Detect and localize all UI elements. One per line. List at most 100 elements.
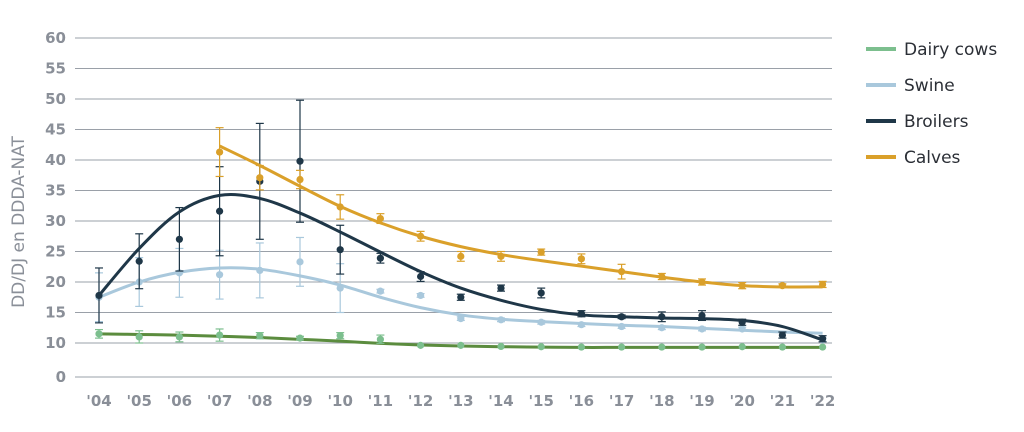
data-point (738, 343, 746, 351)
x-tick-label: '15 (528, 392, 553, 410)
x-tick-label: '13 (448, 392, 473, 410)
data-point (778, 343, 787, 351)
x-tick-label: '21 (770, 392, 795, 410)
data-point (778, 331, 787, 339)
y-tick-label: 40 (45, 151, 66, 169)
data-point (497, 342, 505, 350)
data-point (216, 148, 224, 156)
data-point (577, 343, 586, 351)
data-point (497, 316, 505, 324)
x-tick-label: '11 (368, 392, 393, 410)
x-tick-label: '14 (488, 392, 513, 410)
data-point (698, 325, 706, 333)
data-point (135, 333, 143, 341)
data-point (618, 268, 626, 276)
series (95, 99, 827, 351)
data-point (175, 235, 183, 243)
y-tick-label: 30 (45, 212, 66, 230)
data-point (698, 278, 706, 286)
data-point (296, 157, 304, 165)
data-point (698, 343, 706, 351)
data-point (497, 252, 505, 260)
legend: Dairy cows Swine Broilers Calves (866, 40, 997, 168)
y-tick-labels: 0 10 15 20 25 30 35 40 45 50 55 60 (45, 29, 66, 386)
data-point (336, 203, 344, 211)
data-point (457, 315, 465, 323)
data-point (216, 271, 224, 279)
data-point (256, 266, 264, 275)
x-tick-label: '18 (649, 392, 674, 410)
x-tick-label: '08 (247, 392, 272, 410)
data-point (336, 246, 344, 254)
data-point (95, 330, 103, 338)
data-point (457, 293, 465, 301)
data-point (618, 343, 626, 351)
x-tick-label: '09 (287, 392, 312, 410)
y-tick-label: 50 (45, 90, 66, 108)
data-point (738, 282, 746, 290)
x-tick-label: '06 (167, 392, 192, 410)
y-tick-label: 15 (45, 304, 66, 322)
x-tick-label: '05 (126, 392, 151, 410)
data-point (658, 313, 666, 321)
data-point (537, 248, 545, 256)
series-calves (215, 127, 827, 290)
data-point (658, 343, 666, 351)
x-tick-label: '04 (86, 392, 111, 410)
data-point (336, 332, 344, 340)
data-point (376, 254, 384, 262)
x-tick-label: '19 (689, 392, 714, 410)
data-point (577, 255, 586, 263)
data-point (376, 287, 384, 295)
y-tick-label: 35 (45, 182, 66, 200)
x-tick-label: '16 (569, 392, 594, 410)
data-point (738, 325, 746, 333)
x-tick-labels: '04 '05 '06 '07 '08 '09 '10 '11 '12 '13 '14 '15 '16 '… (86, 392, 835, 410)
x-tick-label: '20 (729, 392, 754, 410)
data-point (658, 272, 666, 281)
data-point (537, 343, 545, 351)
data-point (537, 289, 545, 297)
data-point (336, 284, 344, 292)
data-point (778, 282, 787, 290)
x-tick-label: '07 (207, 392, 232, 410)
y-tick-label: 45 (45, 121, 66, 139)
gridlines (75, 37, 832, 378)
data-point (256, 174, 264, 182)
data-point (819, 343, 827, 351)
data-point (95, 291, 103, 300)
legend-label: Swine (904, 76, 955, 96)
y-tick-label: 0 (56, 368, 66, 386)
data-point (618, 322, 626, 331)
data-point (296, 334, 304, 342)
data-point (376, 214, 384, 223)
data-point (175, 333, 183, 341)
data-point (296, 258, 304, 266)
data-point (417, 232, 425, 240)
data-point (216, 331, 224, 339)
x-tick-label: '22 (810, 392, 835, 410)
y-tick-label: 25 (45, 243, 66, 261)
y-tick-label: 60 (45, 29, 66, 47)
y-axis-label: DD/DJ en DDDA-NAT (9, 135, 29, 307)
data-point (417, 341, 425, 349)
data-point (497, 284, 505, 292)
data-point (417, 272, 425, 281)
legend-label: Broilers (904, 112, 969, 132)
data-point (537, 318, 545, 326)
data-point (135, 257, 143, 265)
legend-label: Dairy cows (904, 40, 997, 60)
data-point (658, 324, 666, 332)
y-tick-label: 10 (45, 334, 66, 352)
data-point (738, 318, 746, 326)
data-point (216, 207, 224, 215)
data-point (457, 341, 465, 349)
data-point (819, 280, 827, 289)
legend-label: Calves (904, 148, 961, 168)
data-point (698, 311, 706, 320)
series-dairy-cows (95, 328, 827, 351)
data-point (819, 335, 827, 343)
y-tick-label: 20 (45, 273, 66, 291)
